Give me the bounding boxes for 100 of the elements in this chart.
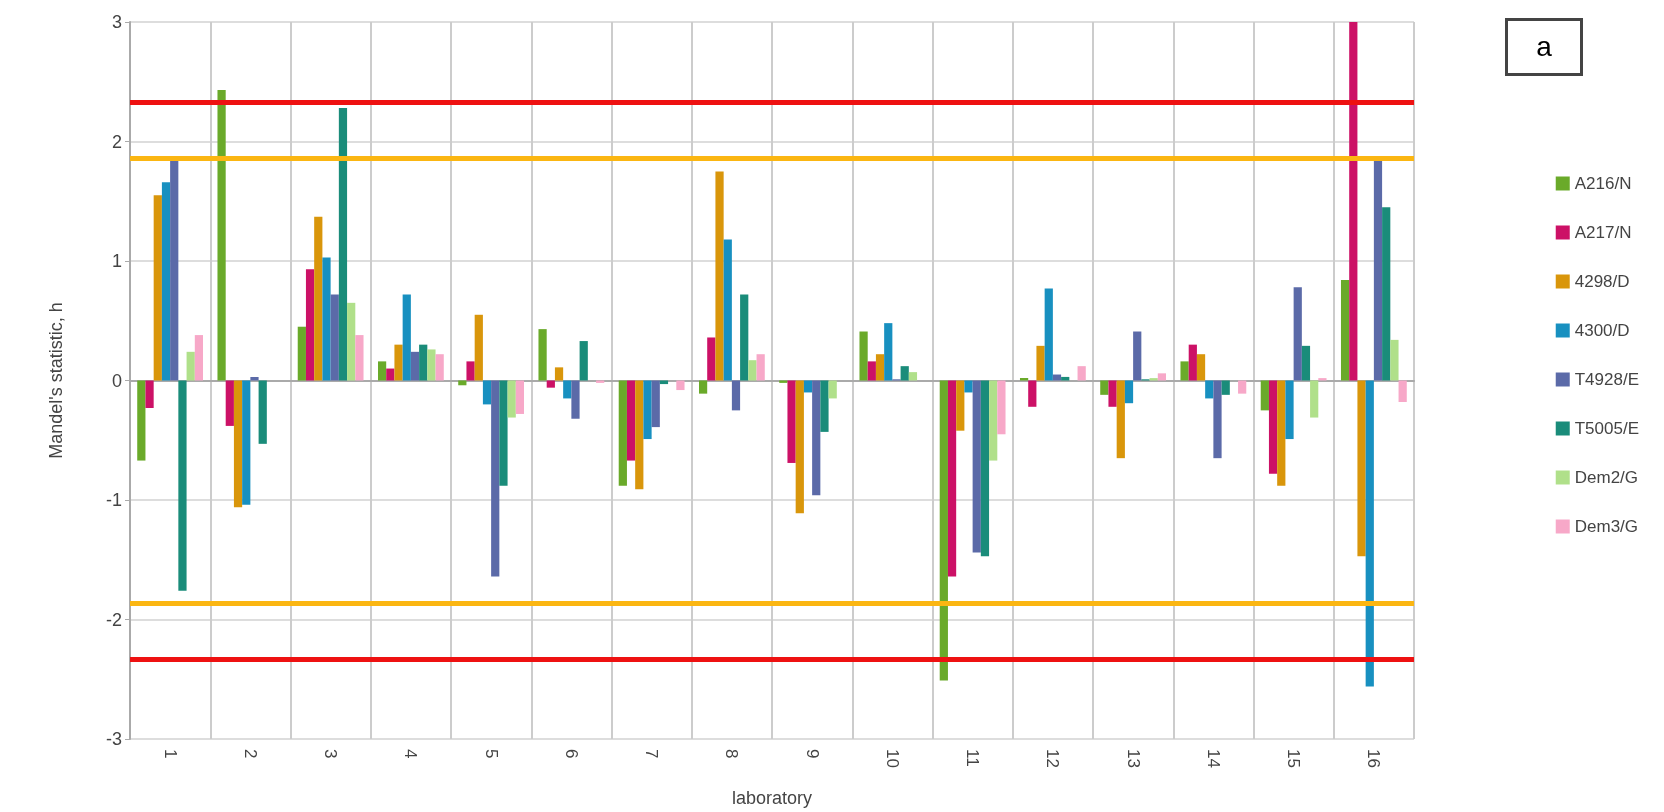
bar — [618, 380, 627, 486]
bar — [900, 366, 909, 381]
x-tick-label: 3 — [321, 749, 341, 759]
bar — [499, 380, 508, 486]
bar — [1382, 207, 1391, 381]
bar — [386, 368, 395, 381]
bar — [322, 257, 331, 381]
bar — [178, 380, 187, 591]
bar — [1310, 380, 1319, 418]
bar — [698, 380, 708, 394]
bar — [258, 380, 267, 444]
bar — [225, 380, 234, 426]
bar — [466, 361, 475, 381]
bar — [1398, 380, 1407, 403]
bar — [676, 380, 685, 391]
bar — [1188, 344, 1197, 381]
bar — [1221, 380, 1230, 395]
x-tick-label: 10 — [882, 749, 902, 768]
x-tick-label: 5 — [481, 749, 501, 759]
bar — [1205, 380, 1214, 399]
bar — [1213, 380, 1222, 459]
x-tick-label: 4 — [401, 749, 421, 759]
bar — [170, 160, 179, 381]
bar — [787, 380, 796, 463]
x-tick-label: 6 — [561, 749, 581, 759]
legend-label: Dem2/G — [1574, 468, 1639, 487]
bar — [964, 380, 973, 393]
x-tick-label: 14 — [1203, 749, 1223, 768]
bar — [507, 380, 516, 418]
bar — [1318, 378, 1327, 381]
bar — [394, 344, 403, 381]
bar — [1019, 378, 1029, 381]
bar — [347, 302, 356, 381]
bar — [1077, 366, 1086, 381]
bar — [1301, 345, 1311, 381]
bar — [972, 380, 981, 553]
bar — [1268, 380, 1278, 474]
y-tick-label: -3 — [105, 729, 122, 749]
bar — [554, 367, 564, 381]
bar — [908, 372, 918, 381]
x-axis-title: laboratory — [731, 788, 813, 808]
bar — [1052, 374, 1062, 381]
bar — [956, 380, 965, 431]
bar — [820, 380, 829, 432]
bar — [402, 294, 411, 381]
bar — [1108, 380, 1117, 407]
bar — [715, 171, 724, 381]
x-tick-label: 7 — [642, 749, 662, 759]
bar — [330, 294, 339, 381]
bar — [1180, 361, 1189, 381]
bar — [186, 351, 195, 381]
bar — [828, 380, 837, 399]
y-tick-label: 0 — [111, 370, 122, 391]
bar — [1196, 354, 1206, 381]
legend-label: Dem3/G — [1574, 517, 1639, 536]
bar — [1124, 380, 1134, 404]
bar — [250, 376, 259, 381]
y-tick-label: -2 — [105, 609, 122, 630]
bar — [1100, 380, 1109, 395]
bar — [1260, 380, 1269, 411]
bar — [947, 380, 957, 577]
bar — [579, 341, 588, 381]
bar — [1365, 380, 1374, 687]
bar — [1349, 22, 1358, 381]
bar — [538, 329, 547, 381]
x-tick-label: 12 — [1043, 749, 1063, 768]
y-tick-label: 2 — [111, 131, 122, 152]
bar — [1044, 288, 1053, 381]
bar — [297, 326, 306, 381]
bar — [233, 380, 243, 508]
bar — [314, 216, 323, 381]
bar — [242, 380, 251, 505]
bar — [338, 108, 348, 381]
bar — [1293, 287, 1302, 381]
bar — [377, 361, 387, 381]
y-tick-label: 1 — [111, 251, 122, 271]
bar — [748, 360, 757, 381]
legend-label: A216/N — [1574, 174, 1632, 193]
bar — [491, 380, 500, 577]
bar — [723, 239, 732, 381]
bar — [145, 380, 154, 408]
bar — [756, 354, 765, 381]
bar — [1149, 378, 1158, 381]
bar — [410, 351, 420, 381]
bar — [884, 323, 893, 381]
legend-label: T4928/E — [1574, 370, 1639, 389]
bar — [803, 380, 813, 393]
bar — [651, 380, 660, 428]
bar — [419, 344, 428, 381]
bar — [867, 361, 876, 381]
bar — [217, 90, 226, 381]
bar — [795, 380, 804, 514]
text: a — [1505, 18, 1583, 76]
bar — [731, 380, 741, 411]
bar — [563, 380, 572, 399]
bar — [571, 380, 580, 419]
x-tick-label: 2 — [240, 749, 260, 759]
bar — [1036, 345, 1045, 381]
bar — [515, 380, 525, 414]
x-tick-label: 11 — [963, 749, 983, 767]
